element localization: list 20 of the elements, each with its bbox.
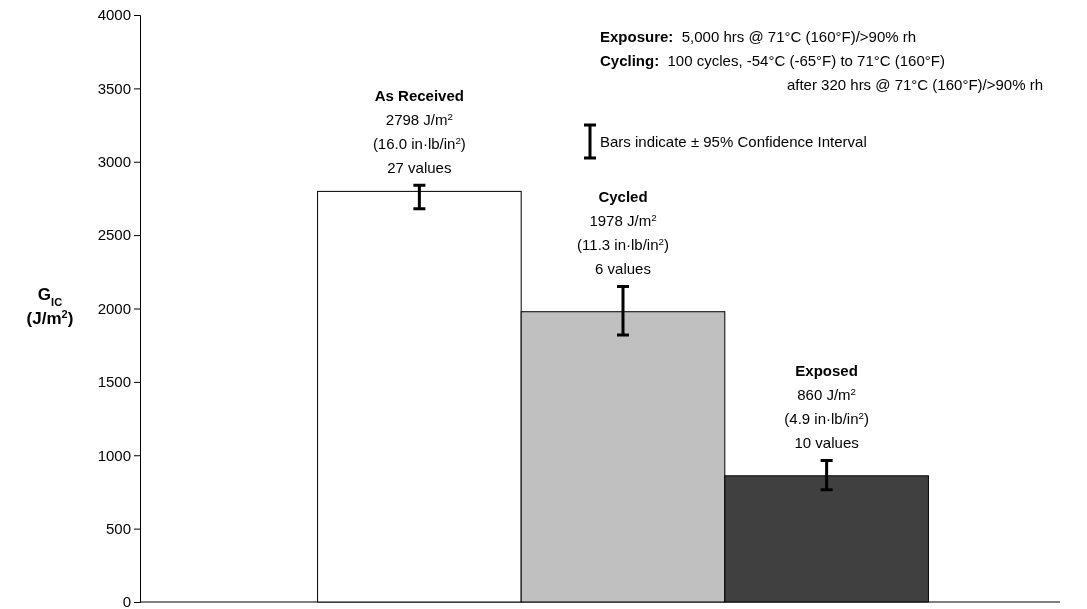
y-axis-title: G$_{IC}$ (J/m$^{2}$) [26,285,74,328]
x-tick-label: Exposed [795,362,858,380]
x-tick-label: As Received [374,87,464,105]
annotation: after 320 hrs @ 71°C (160°F)/>90% rh [786,76,1043,93]
x-tick-label: Cycled [598,188,648,206]
y-tick-label: 2500 [97,226,131,244]
annotation: Cycling: 100 cycles, -54°C (-65°F) to 71°C (160°F) [600,52,945,69]
text: 860 J/m$^{2}$ (4.9 in·lb/in$^{2}$) 10 values [784,385,869,452]
y-tick-label: 4000 [97,6,131,24]
y-tick-label: 3000 [97,153,131,171]
annotation: Bars indicate ± 95% Confidence Interval [600,133,867,150]
text: 2798 J/m$^{2}$ (16.0 in·lb/in$^{2}$) 27 values [372,110,466,177]
y-tick-label: 1500 [97,373,131,391]
y-tick-label: 500 [105,519,131,537]
y-tick-label: 0 [122,593,131,609]
y-tick-label: 3500 [97,79,131,97]
text: 1978 J/m$^{2}$ (11.3 in·lb/in$^{2}$) 6 values [577,211,669,278]
annotation: Exposure: 5,000 hrs @ 71°C (160°F)/>90% rh [600,28,917,45]
y-tick-label: 2000 [97,299,131,317]
y-tick-label: 1000 [97,446,131,464]
